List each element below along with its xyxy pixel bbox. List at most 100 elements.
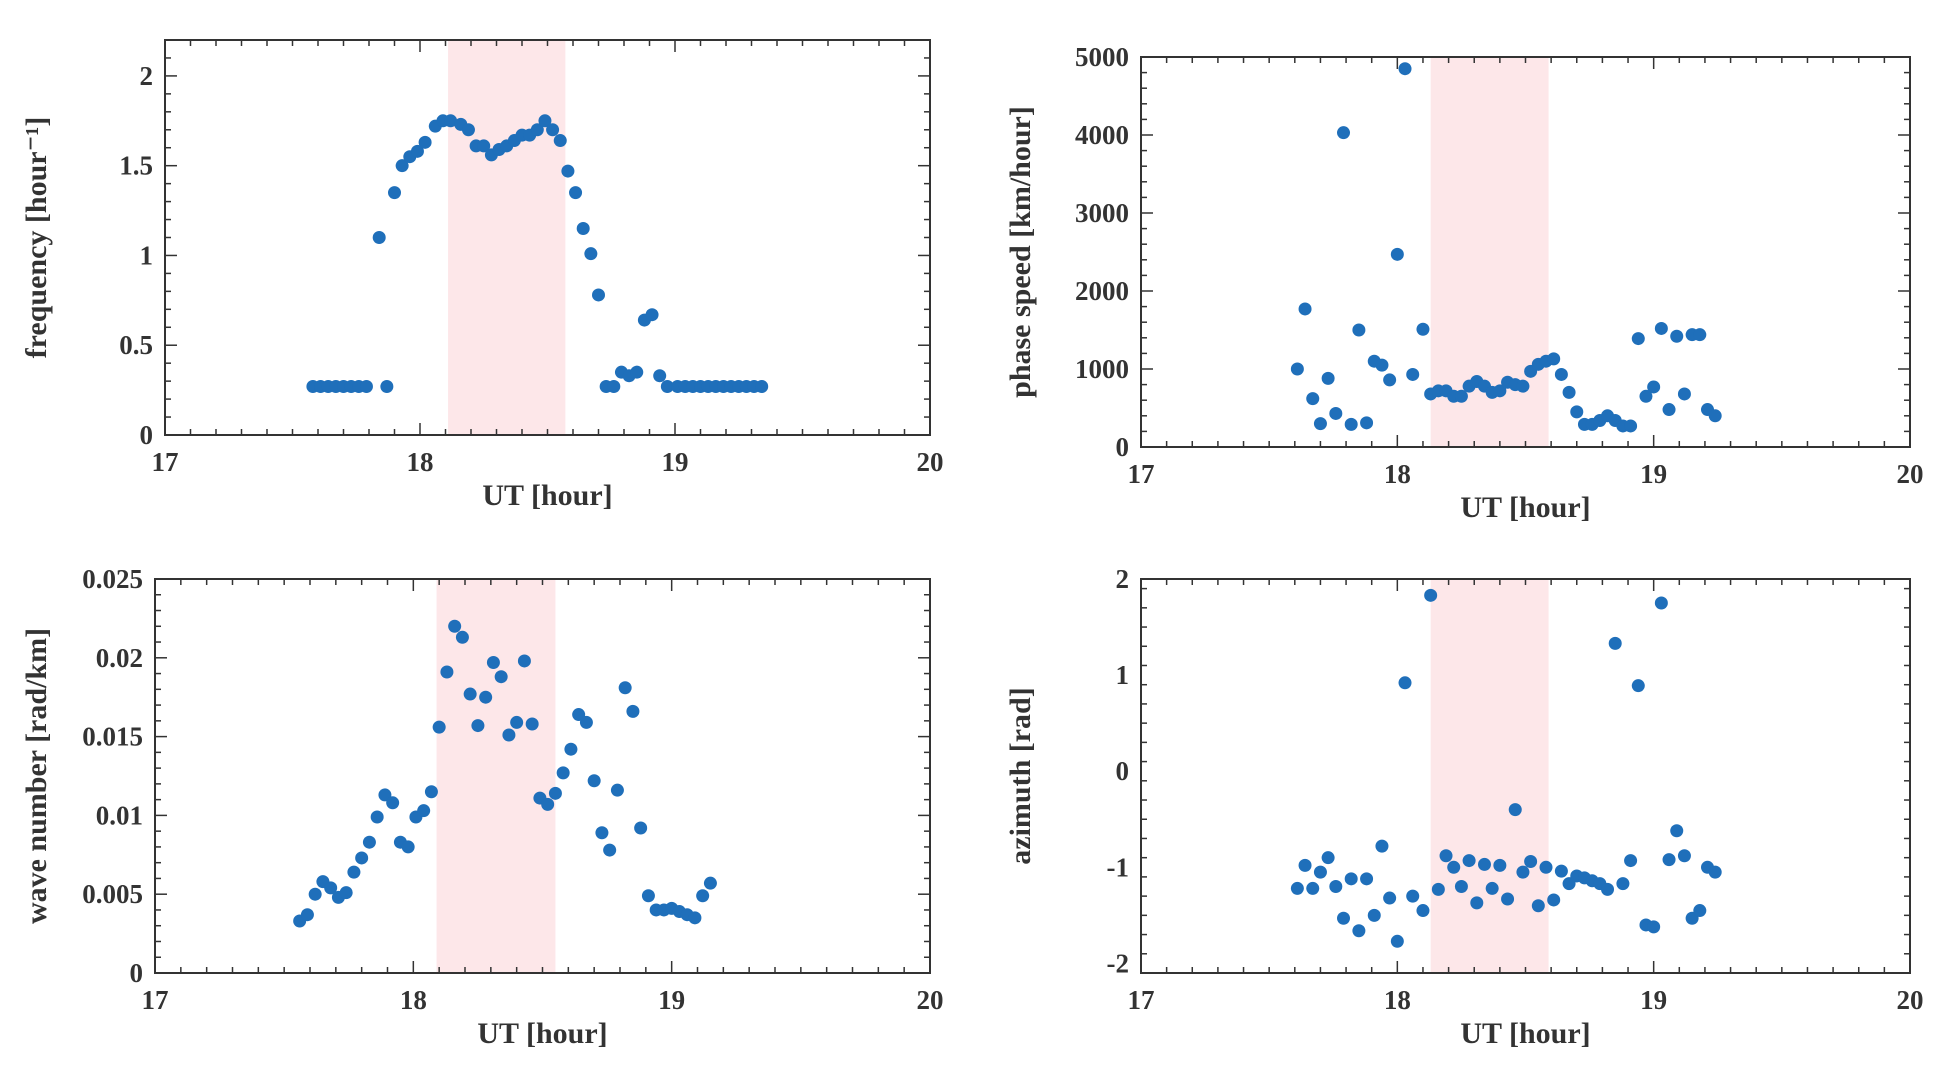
data-point xyxy=(553,134,567,148)
data-point xyxy=(653,369,667,383)
y-tick-label: 0 xyxy=(1116,756,1130,786)
x-axis-label: UT [hour] xyxy=(482,479,612,512)
data-point xyxy=(569,186,583,200)
y-tick-label: 2 xyxy=(140,61,154,91)
data-point xyxy=(417,804,431,818)
data-point xyxy=(1321,851,1335,865)
data-point xyxy=(444,114,458,128)
x-tick-label: 18 xyxy=(1384,459,1411,489)
data-point xyxy=(479,690,493,704)
y-tick-label: 2000 xyxy=(1075,276,1129,306)
data-point xyxy=(1624,854,1638,868)
data-point xyxy=(1693,904,1707,918)
data-point xyxy=(630,365,644,379)
data-point xyxy=(1398,62,1412,76)
y-tick-label: 0 xyxy=(1116,432,1130,462)
data-point xyxy=(525,717,539,731)
data-point xyxy=(455,630,469,644)
data-point xyxy=(1337,911,1351,925)
highlight-span xyxy=(448,40,566,435)
x-tick-label: 18 xyxy=(1384,985,1411,1015)
data-point xyxy=(610,783,624,797)
data-point xyxy=(418,135,432,149)
data-point xyxy=(1306,881,1320,895)
data-point xyxy=(1662,853,1676,867)
data-point xyxy=(347,865,361,879)
data-point xyxy=(370,810,384,824)
chart-wave-number: 17 18 19 20 0 0.005 0.01 0.015 0.02 0.025 UT [hour… xyxy=(20,564,944,1050)
data-point xyxy=(660,380,674,394)
data-point xyxy=(641,889,655,903)
y-axis-label: azimuth [rad] xyxy=(1004,687,1037,864)
data-point xyxy=(308,887,322,901)
plot-frame xyxy=(1140,56,1911,448)
data-point xyxy=(380,380,394,394)
data-point xyxy=(440,665,454,679)
data-point xyxy=(1554,864,1568,878)
data-point xyxy=(1524,855,1538,869)
data-point xyxy=(1708,409,1722,423)
data-point xyxy=(461,123,475,137)
data-point xyxy=(1375,358,1389,372)
data-point xyxy=(1608,636,1622,650)
data-point xyxy=(1508,803,1522,817)
data-point xyxy=(548,786,562,800)
data-point xyxy=(1554,367,1568,381)
data-point xyxy=(696,889,710,903)
y-axis-label: phase speed [km/hour] xyxy=(1004,106,1037,398)
y-tick-label: 1 xyxy=(1116,660,1130,690)
data-point xyxy=(1631,332,1645,346)
data-point xyxy=(1670,329,1684,343)
data-point xyxy=(595,826,609,840)
data-point xyxy=(448,619,462,633)
y-tick-label: 0 xyxy=(140,420,154,450)
plot-frame xyxy=(154,578,931,974)
data-point xyxy=(517,654,531,668)
y-tick-label: 2 xyxy=(1116,564,1130,594)
data-point xyxy=(1516,379,1530,393)
y-tick-label: 0.01 xyxy=(96,800,143,830)
data-point xyxy=(1329,406,1343,420)
data-point xyxy=(1624,419,1638,433)
x-tick-label: 20 xyxy=(917,447,944,477)
data-point xyxy=(388,186,401,200)
data-point xyxy=(541,797,555,811)
data-point xyxy=(1516,865,1530,879)
x-tick-label: 17 xyxy=(142,985,169,1015)
data-point xyxy=(618,681,632,695)
data-point xyxy=(1662,403,1676,417)
x-axis-label: UT [hour] xyxy=(477,1017,607,1050)
data-point xyxy=(703,876,717,890)
data-point xyxy=(603,843,617,857)
data-point xyxy=(1439,849,1453,863)
chart-phase-speed: 17 18 19 20 0 1000 2000 3000 4000 5000 UT [hour] ph… xyxy=(1004,42,1924,524)
data-point xyxy=(587,774,601,788)
data-point xyxy=(386,796,400,810)
y-tick-label: 0.025 xyxy=(82,564,143,594)
x-tick-label: 20 xyxy=(917,985,944,1015)
y-tick-label: 0.5 xyxy=(119,330,153,360)
data-point xyxy=(1531,899,1545,913)
x-tick-label: 17 xyxy=(1128,985,1155,1015)
y-tick-label: 0.015 xyxy=(82,722,143,752)
x-axis-label: UT [hour] xyxy=(1460,1017,1590,1050)
data-point xyxy=(300,908,314,922)
data-point xyxy=(1313,865,1327,879)
y-axis-label: frequency [hour⁻¹] xyxy=(20,117,53,359)
data-point xyxy=(1406,889,1420,903)
y-tick-label: 1.5 xyxy=(119,151,153,181)
y-tick-label: 0 xyxy=(130,958,144,988)
data-point xyxy=(486,656,500,670)
data-point xyxy=(372,231,386,244)
data-point xyxy=(1352,323,1366,337)
data-point xyxy=(626,704,640,718)
data-point xyxy=(1406,367,1420,381)
y-tick-label: 5000 xyxy=(1075,42,1129,72)
x-tick-label: 20 xyxy=(1897,459,1924,489)
highlight-span xyxy=(1430,57,1549,447)
data-point xyxy=(1493,384,1507,398)
data-point xyxy=(645,308,659,322)
data-point xyxy=(1290,362,1304,376)
data-point xyxy=(1321,371,1335,385)
data-point xyxy=(471,719,485,733)
